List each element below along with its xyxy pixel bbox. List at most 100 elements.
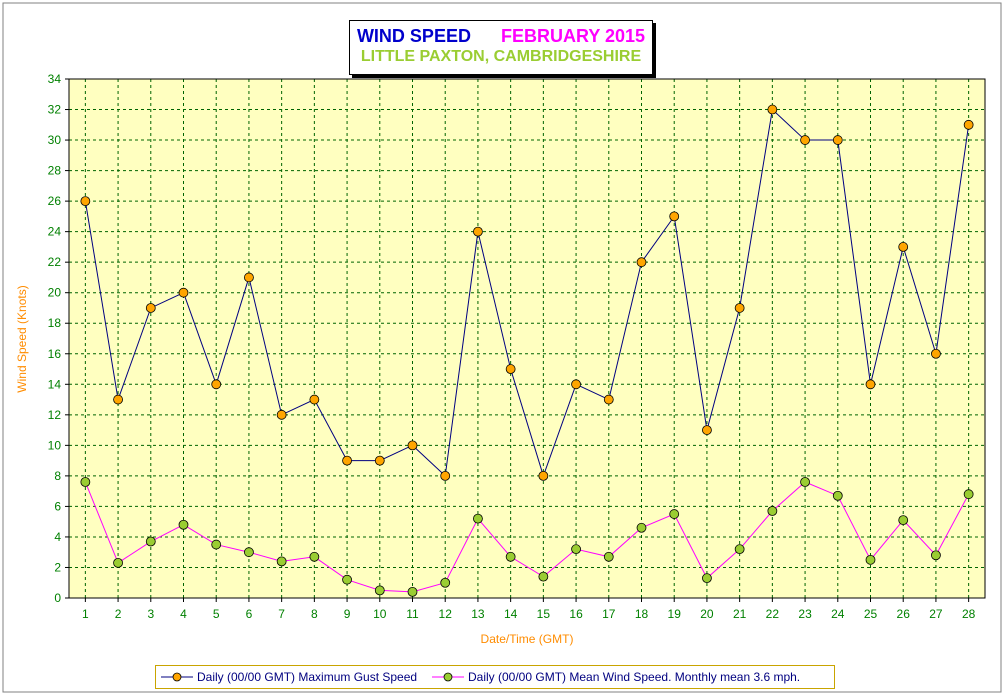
- data-point-mean: [342, 574, 352, 585]
- data-point-mean: [113, 557, 123, 568]
- data-point-gust: [571, 379, 581, 390]
- y-tick-label: 30: [48, 133, 62, 147]
- data-point-mean: [309, 551, 320, 562]
- y-tick-label: 4: [54, 530, 61, 544]
- x-tick-label: 26: [897, 607, 911, 621]
- data-point-gust: [767, 104, 778, 115]
- x-tick-label: 23: [798, 607, 812, 621]
- data-point-mean: [276, 556, 287, 567]
- data-point-mean: [244, 547, 254, 558]
- data-point-mean: [374, 585, 385, 596]
- x-tick-label: 5: [213, 607, 220, 621]
- data-point-mean: [898, 515, 909, 526]
- data-point-gust: [702, 425, 712, 435]
- data-point-mean: [767, 506, 778, 516]
- y-tick-label: 8: [54, 469, 61, 483]
- data-point-gust: [440, 470, 451, 481]
- x-tick-label: 11: [406, 607, 419, 621]
- data-point-gust: [931, 348, 941, 359]
- y-tick-label: 28: [48, 164, 62, 178]
- data-point-gust: [636, 257, 647, 268]
- plot-area: [69, 79, 985, 598]
- data-point-mean: [832, 490, 843, 501]
- y-tick-label: 16: [48, 347, 62, 361]
- y-tick-label: 6: [54, 499, 61, 513]
- data-point-gust: [342, 455, 352, 466]
- title-line-1: WIND SPEED FEBRUARY 2015: [350, 25, 652, 47]
- data-point-mean: [538, 571, 549, 582]
- legend-label-mean: Daily (00/00 GMT) Mean Wind Speed. Month…: [468, 670, 801, 684]
- x-tick-label: 14: [504, 607, 518, 621]
- data-point-gust: [178, 287, 189, 298]
- y-tick-label: 10: [48, 438, 62, 452]
- data-point-gust: [963, 119, 974, 130]
- chart-title: WIND SPEED: [356, 26, 471, 46]
- x-tick-label: 21: [733, 607, 747, 621]
- data-point-gust: [374, 455, 385, 466]
- x-tick-label: 6: [246, 607, 253, 621]
- grid-lines: [69, 79, 985, 598]
- data-point-gust: [669, 211, 680, 222]
- x-axis-label: Date/Time (GMT): [481, 632, 574, 646]
- data-point-mean: [669, 509, 680, 519]
- data-point-mean: [702, 573, 712, 584]
- y-tick-label: 2: [54, 560, 61, 574]
- y-tick-label: 26: [48, 194, 62, 208]
- chart-subtitle: LITTLE PAXTON, CAMBRIDGESHIRE: [360, 48, 642, 65]
- x-tick-label: 19: [668, 607, 682, 621]
- title-spacer: [476, 26, 496, 46]
- x-tick-label: 8: [311, 607, 318, 621]
- data-point-mean: [865, 554, 876, 565]
- y-tick-label: 14: [48, 377, 62, 391]
- y-tick-label: 0: [54, 591, 61, 605]
- y-tick-label: 18: [48, 316, 62, 330]
- data-point-mean: [800, 477, 810, 487]
- data-point-mean: [734, 544, 745, 555]
- x-tick-label: 13: [471, 607, 485, 621]
- x-tick-label: 1: [82, 607, 89, 621]
- y-axis-label: Wind Speed (Knots): [15, 285, 29, 392]
- x-tick-label: 10: [373, 607, 387, 621]
- data-point-mean: [571, 544, 581, 555]
- y-tick-label: 20: [48, 286, 62, 300]
- x-tick-label: 25: [864, 607, 878, 621]
- data-point-gust: [276, 409, 287, 420]
- y-tick-label: 34: [48, 72, 62, 86]
- x-tick-label: 9: [344, 607, 351, 621]
- data-point-gust: [505, 364, 516, 374]
- chart-title-box: WIND SPEED FEBRUARY 2015 LITTLE PAXTON, …: [349, 20, 653, 75]
- x-tick-label: 28: [962, 607, 976, 621]
- x-tick-label: 20: [700, 607, 714, 621]
- data-point-gust: [80, 196, 91, 207]
- x-tick-label: 24: [831, 607, 845, 621]
- data-point-gust: [865, 379, 876, 390]
- data-point-mean: [211, 539, 222, 550]
- data-point-gust: [244, 272, 254, 283]
- data-point-gust: [113, 394, 123, 405]
- legend-label-gust: Daily (00/00 GMT) Maximum Gust Speed: [197, 670, 418, 684]
- y-tick-label: 24: [48, 225, 62, 239]
- data-point-gust: [145, 303, 156, 313]
- series-layer: [80, 104, 974, 597]
- x-tick-label: 18: [635, 607, 649, 621]
- x-axis-ticks: 1 2 3 4 5 6 7 8 9 10 11 12 13 14 15 16 17 18 19 20 21 22 23 24 2…: [82, 598, 976, 621]
- x-tick-label: 7: [278, 607, 285, 621]
- legend-swatch-mean: [432, 672, 464, 682]
- data-point-mean: [636, 522, 647, 533]
- y-tick-label: 32: [48, 103, 62, 117]
- series-line-gust: [84, 108, 970, 478]
- y-tick-label: 22: [48, 255, 62, 269]
- data-point-gust: [734, 303, 745, 313]
- legend: Daily (00/00 GMT) Maximum Gust Speed Dai…: [155, 665, 835, 689]
- chart-title-month: FEBRUARY 2015: [501, 26, 646, 46]
- x-tick-label: 16: [569, 607, 583, 621]
- x-tick-label: 12: [439, 607, 453, 621]
- data-point-gust: [832, 135, 843, 145]
- x-tick-label: 3: [147, 607, 154, 621]
- data-point-mean: [603, 551, 614, 562]
- data-point-gust: [309, 394, 320, 405]
- data-point-gust: [898, 242, 909, 252]
